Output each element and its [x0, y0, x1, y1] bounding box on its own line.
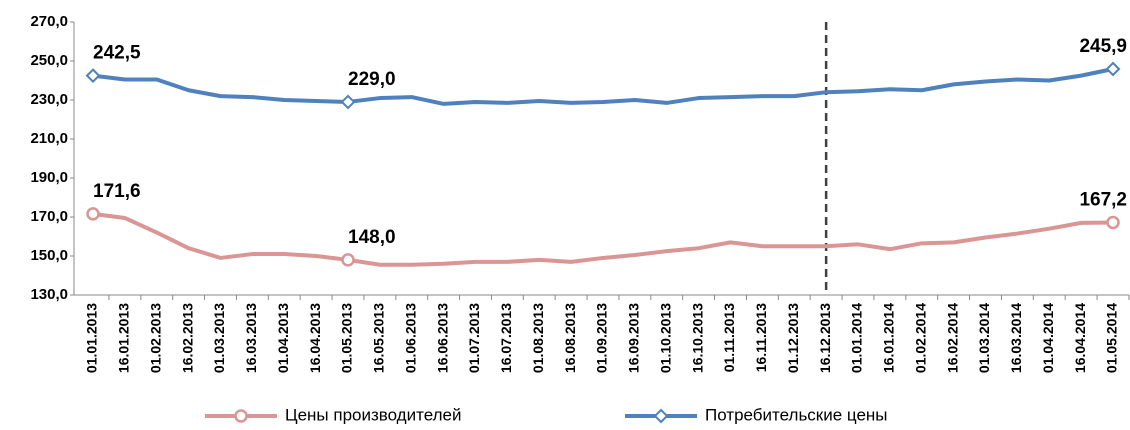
x-tick-label: 01.07.2013	[466, 303, 482, 373]
series-line	[92, 67, 1114, 106]
x-tick-label: 16.03.2014	[1008, 303, 1024, 373]
marker	[1105, 61, 1121, 77]
x-tick-label: 01.05.2014	[1104, 303, 1120, 373]
x-tick-label: 16.02.2013	[179, 303, 195, 373]
x-tick-label: 16.01.2013	[116, 303, 132, 373]
x-tick-label: 01.01.2013	[84, 303, 100, 373]
y-tick-label: 210,0	[30, 130, 68, 147]
y-tick-label: 230,0	[30, 91, 68, 108]
x-tick-label: 01.02.2014	[912, 303, 928, 373]
legend-label: Цены производителей	[285, 405, 461, 424]
y-tick-label: 250,0	[30, 52, 68, 69]
marker	[86, 207, 100, 221]
legend-label: Потребительские цены	[705, 405, 888, 424]
x-tick-label: 16.09.2013	[626, 303, 642, 373]
x-tick-label: 16.02.2014	[944, 303, 960, 373]
marker	[85, 68, 101, 84]
x-tick-label: 16.08.2013	[562, 303, 578, 373]
x-tick-label: 16.12.2013	[817, 303, 833, 373]
x-tick-label: 01.03.2013	[211, 303, 227, 373]
data-label: 171,6	[93, 181, 141, 202]
x-tick-label: 16.03.2013	[243, 303, 259, 373]
x-tick-label: 16.11.2013	[753, 303, 769, 373]
x-tick-label: 01.05.2013	[339, 303, 355, 373]
x-tick-label: 16.04.2013	[307, 303, 323, 373]
y-tick-label: 130,0	[30, 286, 68, 303]
x-tick-label: 01.10.2013	[657, 303, 673, 373]
data-label: 242,5	[93, 43, 141, 64]
y-tick-label: 190,0	[30, 169, 68, 186]
y-tick-label: 270,0	[30, 13, 68, 30]
x-tick-label: 01.04.2014	[1040, 303, 1056, 373]
x-tick-label: 01.02.2013	[147, 303, 163, 373]
y-tick-label: 170,0	[30, 208, 68, 225]
marker	[653, 408, 669, 424]
marker	[340, 94, 356, 110]
x-tick-label: 16.06.2013	[434, 303, 450, 373]
x-tick-label: 01.11.2013	[721, 303, 737, 373]
x-tick-label: 01.08.2013	[530, 303, 546, 373]
x-tick-label: 16.10.2013	[689, 303, 705, 373]
data-label: 148,0	[348, 227, 396, 248]
y-tick-label: 150,0	[30, 247, 68, 264]
marker	[1106, 215, 1120, 230]
x-tick-label: 01.12.2013	[785, 303, 801, 373]
x-tick-label: 01.09.2013	[594, 303, 610, 373]
x-tick-label: 01.04.2013	[275, 303, 291, 373]
x-tick-label: 16.01.2014	[881, 303, 897, 373]
x-tick-label: 01.06.2013	[402, 303, 418, 373]
data-label: 229,0	[348, 69, 396, 90]
marker	[234, 409, 248, 423]
data-label: 245,9	[1079, 36, 1127, 57]
series-line	[92, 211, 1114, 267]
x-tick-label: 01.01.2014	[849, 303, 865, 373]
x-tick-label: 16.07.2013	[498, 303, 514, 373]
x-tick-label: 16.04.2014	[1072, 303, 1088, 373]
x-tick-label: 16.05.2013	[371, 303, 387, 373]
data-label: 167,2	[1079, 189, 1127, 210]
x-tick-label: 01.03.2014	[976, 303, 992, 373]
marker	[341, 253, 355, 267]
